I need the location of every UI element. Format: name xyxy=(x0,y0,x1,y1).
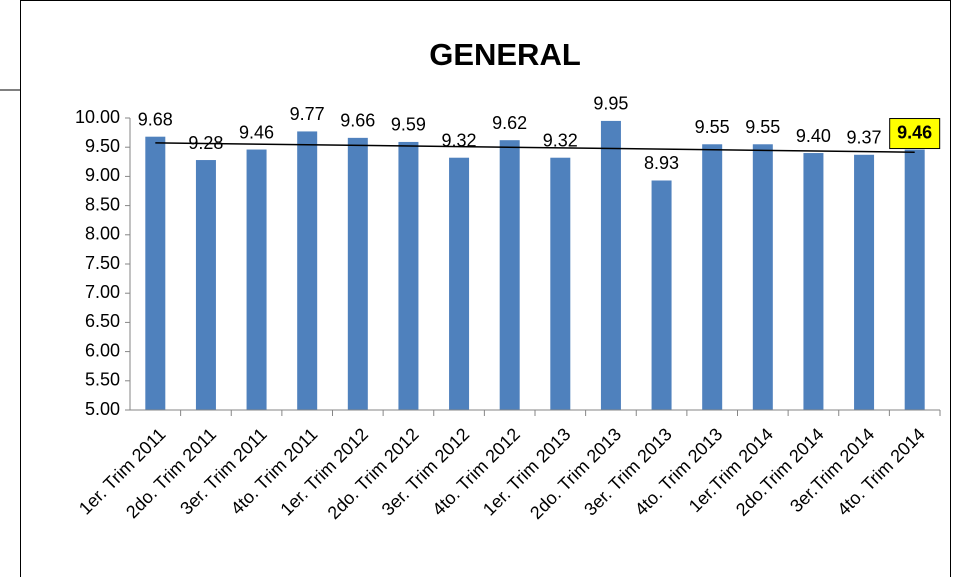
bar xyxy=(246,149,267,410)
y-tick-label: 8.00 xyxy=(85,224,120,244)
bar xyxy=(398,141,419,410)
bar xyxy=(752,144,773,410)
data-label: 9.66 xyxy=(340,111,375,131)
bar xyxy=(195,160,216,410)
y-tick-label: 8.50 xyxy=(85,194,120,214)
y-tick-label: 6.00 xyxy=(85,340,120,360)
data-label: 9.40 xyxy=(796,126,831,146)
chart-title: GENERAL xyxy=(429,37,581,72)
y-tick-label: 5.50 xyxy=(85,370,120,390)
bar xyxy=(449,157,470,410)
bar xyxy=(145,136,166,411)
label-highlight xyxy=(889,118,941,150)
data-label: 9.55 xyxy=(695,117,730,137)
data-label: 9.32 xyxy=(543,130,578,150)
y-tick-label: 9.50 xyxy=(85,136,120,156)
data-label: 9.37 xyxy=(847,128,882,148)
y-tick-label: 5.00 xyxy=(85,399,120,419)
bar xyxy=(297,131,318,410)
data-label: 9.77 xyxy=(290,104,325,124)
bar xyxy=(803,153,824,411)
bar xyxy=(702,144,723,410)
data-label: 9.46 xyxy=(897,122,932,142)
data-label: 9.95 xyxy=(593,94,628,114)
bar xyxy=(600,120,621,411)
bar xyxy=(499,140,520,410)
trendline xyxy=(155,142,915,153)
data-label: 9.46 xyxy=(239,122,274,142)
data-label: 9.55 xyxy=(745,117,780,137)
y-tick-label: 10.00 xyxy=(75,107,120,127)
data-label: 9.59 xyxy=(391,115,426,135)
data-label: 9.62 xyxy=(492,113,527,133)
y-tick-label: 9.00 xyxy=(85,165,120,185)
bar xyxy=(347,137,368,410)
bar xyxy=(854,154,875,410)
bar xyxy=(651,180,672,410)
data-label: 9.68 xyxy=(138,109,173,129)
bar xyxy=(550,157,571,410)
data-label: 8.93 xyxy=(644,153,679,173)
chart-frame xyxy=(20,0,951,577)
data-label: 9.28 xyxy=(188,133,223,153)
y-tick-label: 7.50 xyxy=(85,253,120,273)
data-label: 9.32 xyxy=(442,130,477,150)
bar xyxy=(904,149,925,410)
y-tick-label: 7.00 xyxy=(85,282,120,302)
y-tick-label: 6.50 xyxy=(85,311,120,331)
